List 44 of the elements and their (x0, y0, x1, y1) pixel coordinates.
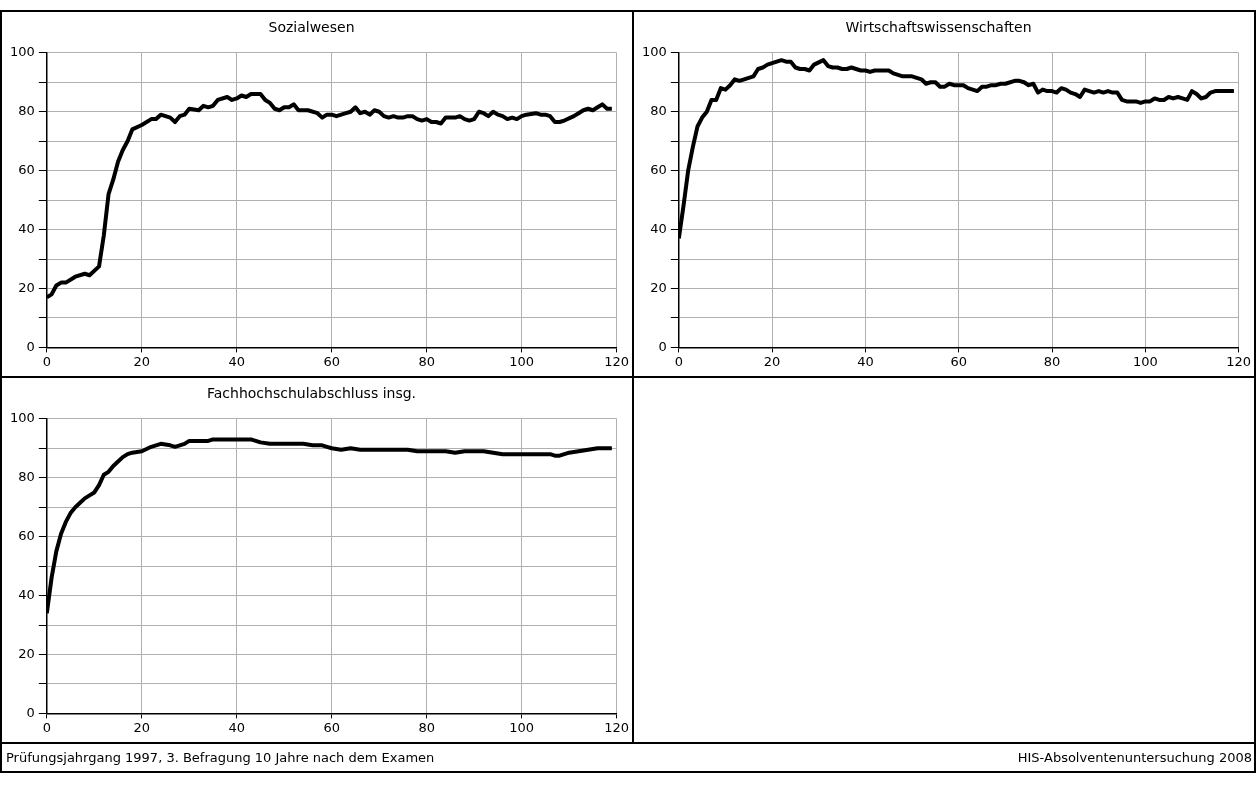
x-tick-label: 80 (1043, 353, 1061, 369)
y-tick-label: 0 (658, 338, 667, 354)
chart-title: Wirtschaftswissenschaften (845, 19, 1032, 36)
y-tick-label: 20 (18, 645, 35, 661)
x-tick-label: 20 (133, 719, 151, 735)
x-tick-label: 100 (1132, 353, 1158, 369)
x-tick-label: 60 (323, 353, 340, 369)
y-tick-label: 20 (18, 279, 35, 295)
x-tick-label: 80 (418, 719, 435, 735)
x-tick-label: 100 (509, 353, 535, 369)
x-tick-label: 40 (857, 353, 874, 369)
x-tick-label: 20 (763, 353, 781, 369)
y-tick-label: 0 (26, 704, 35, 720)
y-tick-label: 40 (650, 220, 667, 236)
chart-title: Fachhochschulabschluss insg. (206, 385, 417, 402)
text: HIS-Absolventenuntersuchung 2008 (1017, 750, 1252, 765)
x-tick-label: 0 (674, 353, 683, 369)
y-tick-label: 0 (26, 338, 35, 354)
text: Prüfungsjahrgang 1997, 3. Befragung 10 Jahre nach dem Examen (6, 750, 435, 765)
x-tick-label: 40 (228, 353, 246, 369)
y-tick-label: 100 (641, 44, 667, 60)
x-tick-label: 20 (133, 353, 151, 369)
y-tick-label: 60 (18, 528, 35, 544)
x-tick-label: 100 (509, 719, 535, 735)
x-tick-label: 120 (604, 719, 630, 735)
y-tick-label: 100 (9, 44, 35, 60)
y-tick-label: 80 (650, 103, 667, 119)
y-tick-label: 40 (18, 586, 35, 602)
y-tick-label: 40 (18, 220, 35, 236)
y-tick-label: 80 (18, 469, 35, 485)
y-tick-label: 60 (18, 162, 35, 178)
x-tick-label: 0 (42, 353, 51, 369)
x-tick-label: 120 (604, 353, 630, 369)
x-tick-label: 120 (1226, 353, 1252, 369)
y-tick-label: 60 (650, 162, 667, 178)
x-tick-label: 80 (418, 353, 435, 369)
y-tick-label: 80 (18, 103, 35, 119)
chart-title: Sozialwesen (268, 19, 355, 36)
x-tick-label: 40 (228, 719, 246, 735)
x-tick-label: 0 (42, 719, 51, 735)
x-tick-label: 60 (950, 353, 967, 369)
x-tick-label: 60 (323, 719, 340, 735)
y-tick-label: 20 (650, 279, 667, 295)
y-tick-label: 100 (9, 410, 35, 426)
